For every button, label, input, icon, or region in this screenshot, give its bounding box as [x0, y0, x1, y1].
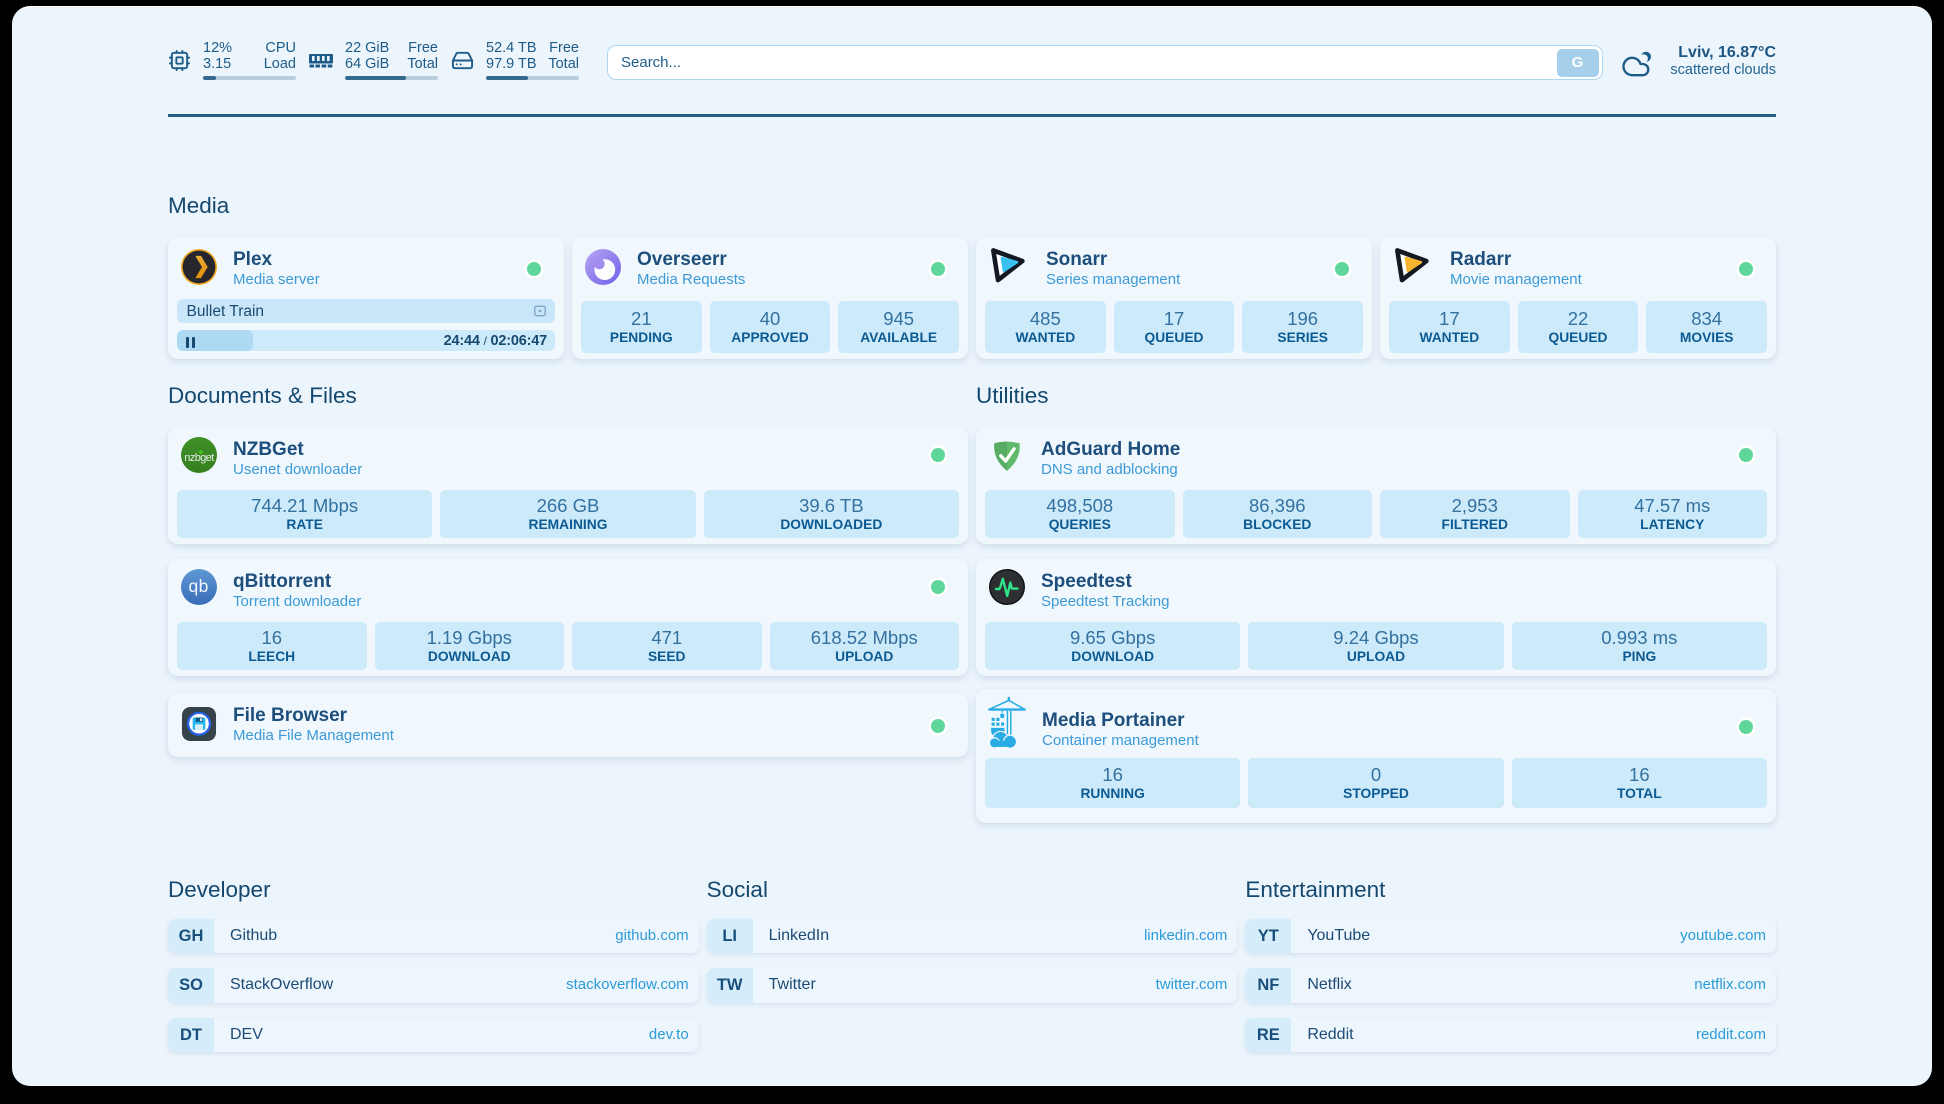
svg-text:nzbget: nzbget	[184, 452, 214, 464]
svg-text:qb: qb	[189, 576, 209, 596]
